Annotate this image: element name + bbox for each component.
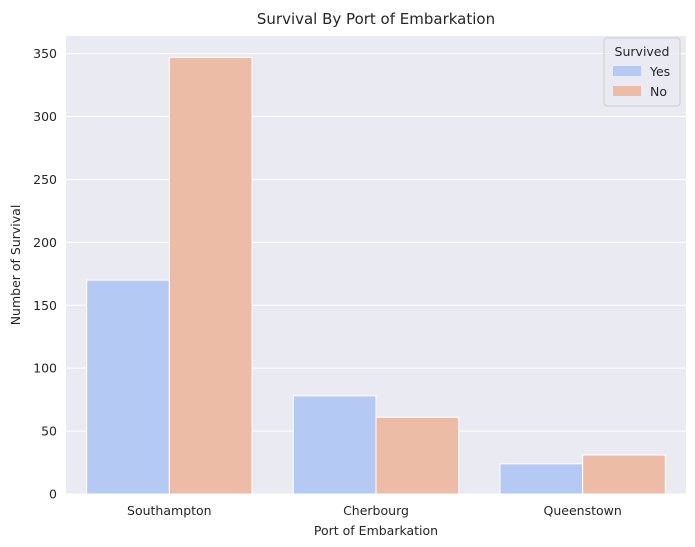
chart-title: Survival By Port of Embarkation	[257, 10, 495, 28]
bar-yes-queenstown	[499, 463, 584, 495]
y-tick-label: 300	[33, 109, 57, 124]
y-tick-label: 50	[41, 424, 57, 439]
x-tick-label: Cherbourg	[343, 503, 409, 518]
legend-label-no: No	[650, 84, 667, 99]
y-axis-ticks: 0 50 100 150 200 250 300 350	[33, 46, 57, 501]
x-axis-ticks: Southampton Cherbourg Queenstown	[127, 503, 622, 518]
y-axis-label: Number of Survival	[8, 205, 23, 326]
legend: Survived Yes No	[603, 37, 681, 107]
y-tick-label: 200	[33, 235, 57, 250]
bar-yes-southampton	[86, 279, 170, 495]
legend-swatch-no	[613, 86, 641, 96]
y-tick-label: 100	[33, 361, 57, 376]
legend-label-yes: Yes	[649, 64, 670, 79]
legend-swatch-yes	[613, 66, 641, 76]
y-tick-label: 250	[33, 172, 57, 187]
bar-no-queenstown	[582, 454, 666, 495]
legend-items: Yes No	[613, 64, 670, 99]
bar-yes-cherbourg	[292, 395, 377, 495]
bar-no-cherbourg	[375, 416, 460, 495]
legend-title: Survived	[615, 44, 670, 59]
bar-no-southampton	[168, 56, 253, 495]
y-tick-label: 150	[33, 298, 57, 313]
x-axis-label: Port of Embarkation	[314, 523, 438, 538]
x-tick-label: Queenstown	[544, 503, 622, 518]
y-tick-label: 0	[49, 487, 57, 502]
x-tick-label: Southampton	[127, 503, 212, 518]
bars	[86, 56, 666, 495]
y-tick-label: 350	[33, 46, 57, 61]
